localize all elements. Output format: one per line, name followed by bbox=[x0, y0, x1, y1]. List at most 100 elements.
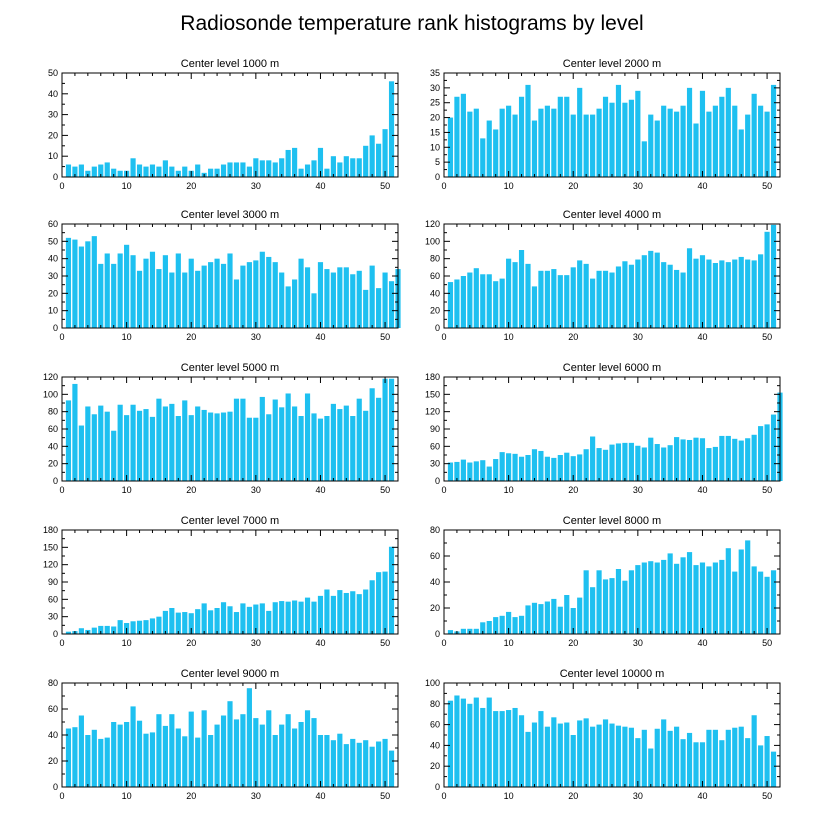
y-tick-label: 20 bbox=[48, 288, 58, 298]
histogram-bar bbox=[298, 601, 304, 634]
x-tick-label: 10 bbox=[122, 332, 132, 342]
histogram-bar bbox=[330, 272, 336, 328]
histogram-bar bbox=[259, 251, 265, 328]
histogram-bar bbox=[732, 571, 738, 634]
histogram-bar bbox=[719, 96, 725, 177]
histogram-bar bbox=[648, 561, 654, 634]
y-tick-label: 0 bbox=[435, 476, 440, 486]
histogram-bar bbox=[518, 456, 525, 481]
histogram-bar bbox=[266, 160, 272, 177]
histogram-bar bbox=[124, 244, 130, 328]
histogram-bar bbox=[117, 724, 123, 787]
histogram-bar bbox=[680, 739, 686, 787]
histogram-bar bbox=[674, 437, 680, 481]
histogram-bar bbox=[253, 718, 259, 787]
histogram-bar bbox=[363, 589, 369, 634]
histogram-bar bbox=[227, 253, 233, 328]
histogram-bar bbox=[85, 170, 91, 177]
histogram-bar bbox=[525, 84, 531, 177]
histogram-bar bbox=[292, 728, 298, 787]
histogram-bar bbox=[130, 706, 136, 787]
histogram-bar bbox=[143, 733, 149, 787]
histogram-bar bbox=[246, 606, 252, 634]
histogram-bar bbox=[622, 442, 628, 481]
x-tick-label: 40 bbox=[315, 332, 325, 342]
x-tick-label: 40 bbox=[315, 638, 325, 648]
histogram-bar bbox=[149, 416, 156, 481]
panel-title: Center level 1000 m bbox=[181, 58, 279, 70]
y-tick-label: 60 bbox=[48, 219, 58, 229]
histogram-bar bbox=[499, 278, 505, 328]
histogram-bar bbox=[279, 601, 285, 634]
histogram-bar bbox=[376, 397, 382, 481]
y-tick-label: 20 bbox=[430, 113, 440, 123]
histogram-bar bbox=[324, 416, 330, 481]
x-tick-label: 50 bbox=[380, 638, 390, 648]
histogram-bar bbox=[65, 164, 72, 177]
histogram-bar bbox=[65, 400, 72, 481]
histogram-bar bbox=[85, 406, 91, 481]
histogram-bar bbox=[596, 270, 602, 328]
histogram-bar bbox=[570, 608, 576, 634]
histogram-bar bbox=[214, 413, 220, 481]
histogram-bar bbox=[91, 236, 97, 328]
histogram-bar bbox=[648, 437, 654, 481]
histogram-bar bbox=[149, 618, 156, 634]
histogram-bar bbox=[382, 738, 388, 787]
histogram-bar bbox=[253, 260, 259, 328]
histogram-bar bbox=[486, 466, 492, 481]
histogram-bar bbox=[674, 111, 680, 177]
histogram-bar bbox=[447, 700, 454, 787]
histogram-bar bbox=[143, 620, 149, 634]
histogram-bar bbox=[169, 272, 175, 328]
y-tick-label: 5 bbox=[435, 157, 440, 167]
histogram-bar bbox=[454, 695, 460, 787]
histogram-bar bbox=[770, 570, 777, 634]
histogram-bar bbox=[506, 710, 512, 787]
histogram-bar bbox=[388, 546, 395, 634]
y-tick-label: 20 bbox=[48, 459, 58, 469]
histogram-bar bbox=[635, 565, 641, 634]
histogram-bar bbox=[770, 751, 777, 787]
histogram-bar bbox=[156, 714, 162, 787]
panel-title: Center level 7000 m bbox=[181, 515, 279, 527]
histogram-bar bbox=[544, 456, 550, 481]
histogram-bar bbox=[246, 417, 252, 481]
histogram-bar bbox=[376, 143, 382, 177]
histogram-bar bbox=[195, 270, 201, 328]
histogram-bar bbox=[104, 411, 110, 481]
histogram-bar bbox=[699, 562, 706, 634]
histogram-panel: Center level 5000 m 0 10 20 30 40 50 0 20 40 60 80 1… bbox=[43, 362, 399, 495]
histogram-bar bbox=[91, 729, 97, 787]
histogram-bar bbox=[337, 590, 343, 634]
histogram-bar bbox=[564, 452, 570, 481]
histogram-bar bbox=[751, 715, 757, 787]
histogram-bar bbox=[758, 571, 764, 634]
histogram-bar bbox=[298, 416, 304, 481]
histogram-bar bbox=[214, 258, 220, 328]
histogram-bar bbox=[641, 255, 647, 328]
histogram-panel: Center level 1000 m 0 10 20 30 40 50 0 10 20 30 40 5… bbox=[48, 58, 399, 191]
histogram-bar bbox=[518, 615, 525, 634]
y-tick-label: 15 bbox=[430, 127, 440, 137]
y-tick-label: 180 bbox=[43, 525, 58, 535]
histogram-bar bbox=[693, 123, 699, 177]
histogram-bar bbox=[175, 253, 181, 328]
histogram-bar bbox=[512, 617, 518, 634]
histogram-bar bbox=[266, 610, 272, 634]
y-tick-label: 35 bbox=[430, 68, 440, 78]
histogram-bar bbox=[317, 262, 324, 328]
histogram-bar bbox=[486, 621, 492, 634]
histogram-bar bbox=[480, 274, 486, 328]
histogram-bar bbox=[117, 253, 123, 328]
histogram-bar bbox=[590, 114, 596, 177]
histogram-bar bbox=[518, 96, 525, 177]
y-tick-label: 40 bbox=[430, 740, 440, 750]
histogram-bar bbox=[104, 253, 110, 328]
x-tick-label: 0 bbox=[59, 181, 64, 191]
histogram-bar bbox=[706, 729, 712, 787]
histogram-bar bbox=[751, 93, 757, 177]
x-tick-label: 10 bbox=[504, 181, 514, 191]
y-tick-label: 80 bbox=[48, 407, 58, 417]
histogram-bar bbox=[486, 274, 492, 328]
